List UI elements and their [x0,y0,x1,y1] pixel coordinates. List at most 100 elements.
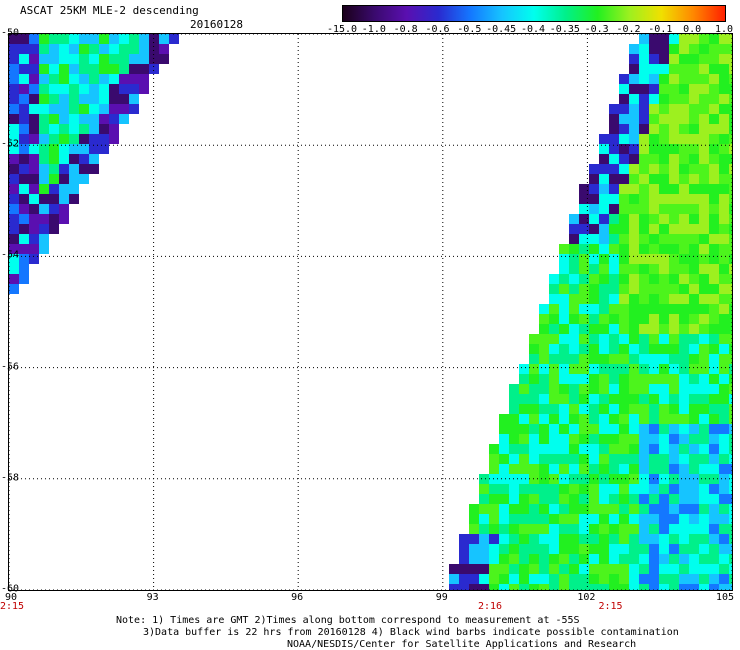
swath-cell [69,54,79,64]
swath-cell [709,74,719,84]
swath-cell [479,504,489,514]
swath-cell [669,414,679,424]
swath-cell [99,54,109,64]
swath-cell [99,114,109,124]
swath-cell [469,544,479,554]
lat-label: -60 [1,583,20,595]
swath-cell [19,124,29,134]
swath-cell [659,274,669,284]
swath-cell [129,34,139,44]
swath-cell [699,444,709,454]
swath-cell [39,54,49,64]
swath-cell [589,354,599,364]
swath-cell [19,224,29,234]
swath-cell [129,54,139,64]
swath-cell [559,404,569,414]
swath-cell [619,374,629,384]
swath-cell [589,374,599,384]
swath-cell [589,444,599,454]
swath-cell [729,504,732,514]
map-plot[interactable] [8,33,733,591]
swath-cell [649,174,659,184]
swath-cell [469,574,479,584]
swath-cell [709,534,719,544]
swath-cell [649,454,659,464]
swath-cell [629,94,639,104]
swath-cell [619,504,629,514]
swath-cell [519,364,529,374]
swath-cell [559,294,569,304]
swath-cell [49,144,59,154]
swath-cell [9,154,19,164]
swath-cell [699,254,709,264]
swath-cell [669,334,679,344]
swath-cell [9,134,19,144]
swath-cell [699,514,709,524]
swath-cell [579,484,589,494]
swath-cell [709,384,719,394]
swath-cell [639,324,649,334]
swath-cell [629,564,639,574]
swath-cell [729,584,732,590]
swath-cell [559,334,569,344]
swath-cell [689,34,699,44]
swath-cell [599,164,609,174]
swath-cell [499,424,509,434]
swath-cell [539,374,549,384]
swath-cell [609,514,619,524]
swath-cell [709,484,719,494]
swath-cell [539,474,549,484]
swath-cell [569,244,579,254]
swath-cell [609,574,619,584]
swath-cell [59,194,69,204]
swath-cell [709,404,719,414]
swath-cell [59,204,69,214]
swath-cell [699,404,709,414]
swath-cell [599,404,609,414]
swath-cell [449,564,459,574]
swath-cell [79,94,89,104]
swath-cell [639,504,649,514]
swath-cell [559,414,569,424]
swath-cell [569,304,579,314]
swath-cell [659,84,669,94]
swath-cell [639,574,649,584]
swath-cell [589,494,599,504]
swath-cell [679,484,689,494]
swath-cell [19,234,29,244]
swath-cell [629,454,639,464]
swath-cell [629,434,639,444]
swath-cell [719,444,729,454]
swath-cell [719,414,729,424]
swath-cell [609,204,619,214]
swath-cell [629,334,639,344]
swath-cell [579,514,589,524]
swath-cell [619,204,629,214]
swath-cell [679,124,689,134]
swath-cell [549,574,559,584]
swath-cell [639,294,649,304]
colorbar-tick-label: -0.1 [648,24,673,35]
swath-cell [699,34,709,44]
swath-cell [669,254,679,264]
swath-cell [619,384,629,394]
swath-cell [729,44,732,54]
swath-cell [649,64,659,74]
swath-cell [529,444,539,454]
swath-cell [609,414,619,424]
swath-cell [69,124,79,134]
swath-map[interactable] [9,34,732,590]
swath-cell [569,224,579,234]
swath-cell [119,74,129,84]
swath-cell [659,64,669,74]
swath-cell [479,554,489,564]
swath-cell [129,64,139,74]
swath-cell [659,174,669,184]
swath-cell [549,314,559,324]
swath-cell [639,464,649,474]
swath-cell [669,404,679,414]
swath-cell [579,344,589,354]
swath-cell [719,174,729,184]
swath-cell [79,154,89,164]
swath-cell [729,114,732,124]
